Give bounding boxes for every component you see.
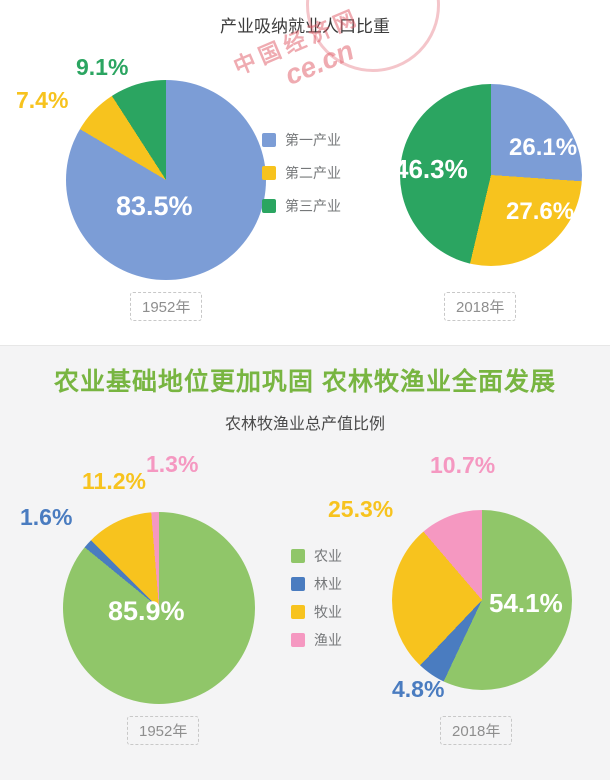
label-fishery-1952: 1.3%: [146, 451, 199, 477]
legend-item-farming: 农业: [291, 549, 342, 563]
label-fishery-2018: 10.7%: [430, 452, 496, 478]
employment-chart-title: 产业吸纳就业人口比重: [220, 17, 390, 36]
label-secondary-1952: 7.4%: [16, 87, 69, 113]
label-tertiary-2018: 46.3%: [394, 154, 468, 184]
legend-agriculture: 农业 林业 牧业 渔业: [291, 549, 342, 661]
pie-employment-2018: [400, 84, 582, 266]
label-forestry-1952: 1.6%: [20, 504, 73, 530]
legend-label-forestry: 林业: [314, 576, 342, 592]
legend-swatch-husbandry: [291, 605, 305, 619]
legend-industry: 第一产业 第二产业 第三产业: [262, 133, 341, 232]
legend-item-primary: 第一产业: [262, 133, 341, 147]
legend-swatch-primary: [262, 133, 276, 147]
legend-swatch-secondary: [262, 166, 276, 180]
legend-item-secondary: 第二产业: [262, 166, 341, 180]
label-husbandry-2018: 25.3%: [328, 496, 394, 522]
legend-item-husbandry: 牧业: [291, 605, 342, 619]
label-primary-2018: 26.1%: [509, 134, 578, 161]
pie-agriculture-2018: [392, 510, 572, 690]
legend-swatch-forestry: [291, 577, 305, 591]
label-tertiary-1952: 9.1%: [76, 54, 129, 80]
legend-item-forestry: 林业: [291, 577, 342, 591]
legend-swatch-tertiary: [262, 199, 276, 213]
label-farming-2018: 54.1%: [489, 588, 563, 618]
year-badge-1952-top: 1952年: [130, 292, 203, 321]
pie-employment-1952: [66, 80, 266, 280]
legend-swatch-farming: [291, 549, 305, 563]
year-badge-1952-bottom: 1952年: [127, 716, 200, 745]
legend-swatch-fishery: [291, 633, 305, 647]
legend-label-tertiary: 第三产业: [285, 198, 341, 214]
legend-label-husbandry: 牧业: [314, 604, 342, 620]
legend-item-tertiary: 第三产业: [262, 199, 341, 213]
year-badge-2018-bottom: 2018年: [440, 716, 513, 745]
label-primary-1952: 83.5%: [116, 191, 193, 221]
agriculture-chart-title: 农林牧渔业总产值比例: [224, 416, 385, 433]
label-husbandry-1952: 11.2%: [82, 468, 146, 494]
pie-agriculture-1952: [63, 512, 255, 704]
legend-label-primary: 第一产业: [285, 132, 341, 148]
legend-label-farming: 农业: [314, 548, 342, 564]
legend-label-fishery: 渔业: [314, 632, 342, 648]
year-badge-2018-top: 2018年: [444, 292, 517, 321]
label-forestry-2018: 4.8%: [392, 676, 445, 702]
label-secondary-2018: 27.6%: [506, 198, 575, 225]
agriculture-section-heading: 农业基础地位更加巩固 农林牧渔业全面发展: [54, 368, 556, 396]
legend-label-secondary: 第二产业: [285, 165, 341, 181]
label-farming-1952: 85.9%: [108, 596, 185, 626]
legend-item-fishery: 渔业: [291, 633, 342, 647]
